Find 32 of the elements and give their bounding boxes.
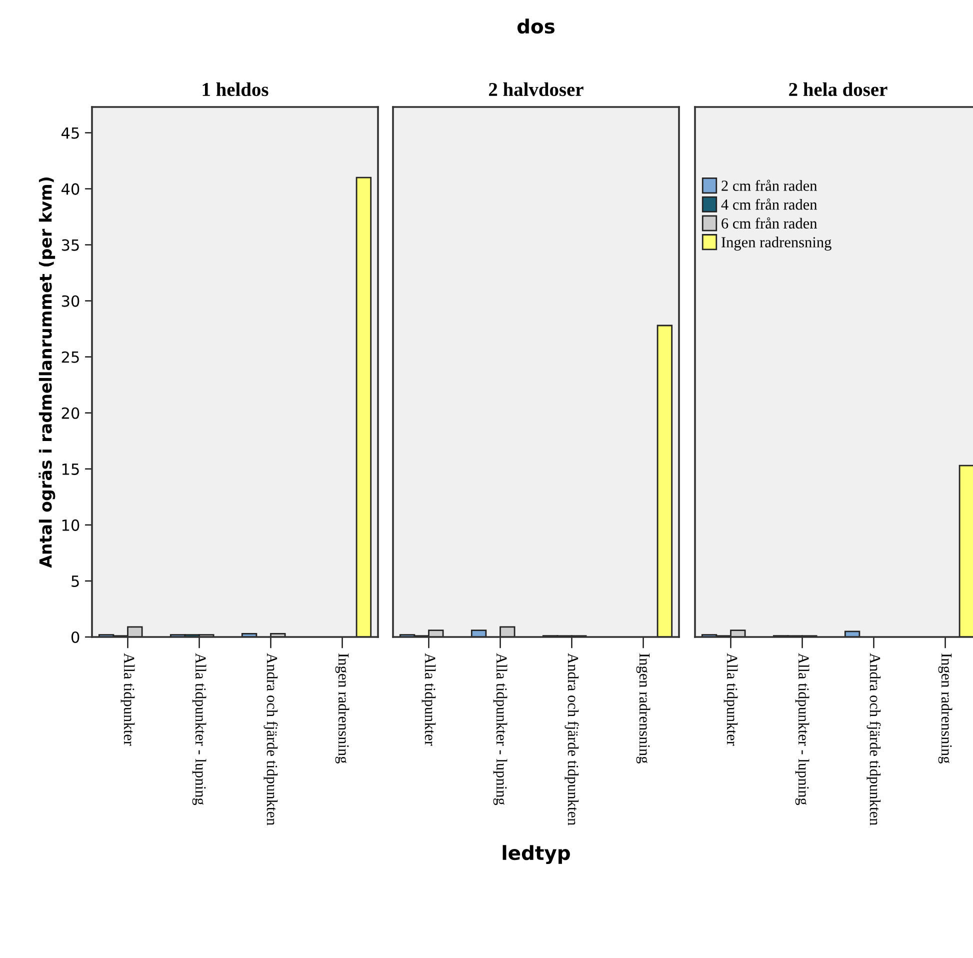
y-tick-label: 0: [71, 631, 80, 644]
x-tick-label: Alla tidpunkter - lupning: [493, 653, 508, 806]
x-tick-label: Alla tidpunkter - lupning: [795, 653, 810, 806]
y-tick-label: 40: [62, 183, 80, 195]
chart-subtitle: 1 heldos: [202, 82, 268, 96]
x-tick-label: Alla tidpunkter - lupning: [192, 653, 206, 806]
x-tick-label: Alla tidpunkter: [120, 653, 135, 746]
chart-subtitle: 2 hela doser: [789, 82, 888, 96]
x-tick-label: Ingen radrensning: [335, 654, 350, 764]
x-tick-label: Alla tidpunkter: [422, 653, 436, 746]
x-tick-label: Alla tidpunkter: [724, 653, 738, 746]
legend-label: 4 cm från raden: [721, 198, 818, 210]
y-tick-label: 15: [62, 464, 79, 475]
x-tick-label: Ingen radrensning: [938, 654, 952, 764]
y-tick-label: 10: [62, 519, 80, 531]
chart-subtitle: 2 halvdoser: [489, 82, 584, 96]
y-tick-label: 20: [62, 407, 80, 419]
y-tick-label: 25: [62, 351, 79, 363]
x-tick-label: Andra och fjärde tidpunkten: [264, 653, 278, 826]
y-tick-label: 30: [62, 295, 80, 307]
y-tick-label: 5: [72, 576, 79, 587]
x-tick-label: Ingen radrensning: [636, 654, 650, 764]
chart-title: dos: [517, 18, 555, 34]
legend-label: Ingen radrensning: [722, 236, 832, 251]
y-axis-title: Antal ogräs i radmellanrummet (per kvm): [38, 177, 56, 568]
legend-label: 6 cm från raden: [722, 217, 818, 229]
y-tick-label: 35: [62, 239, 79, 251]
legend-label: 2 cm från raden: [722, 180, 818, 191]
y-tick-label: 45: [62, 127, 79, 139]
x-axis-title: ledtyp: [502, 845, 570, 864]
x-tick-label: Andra och fjärde tidpunkten: [564, 653, 579, 826]
x-tick-label: Andra och fjärde tidpunkten: [866, 653, 881, 826]
